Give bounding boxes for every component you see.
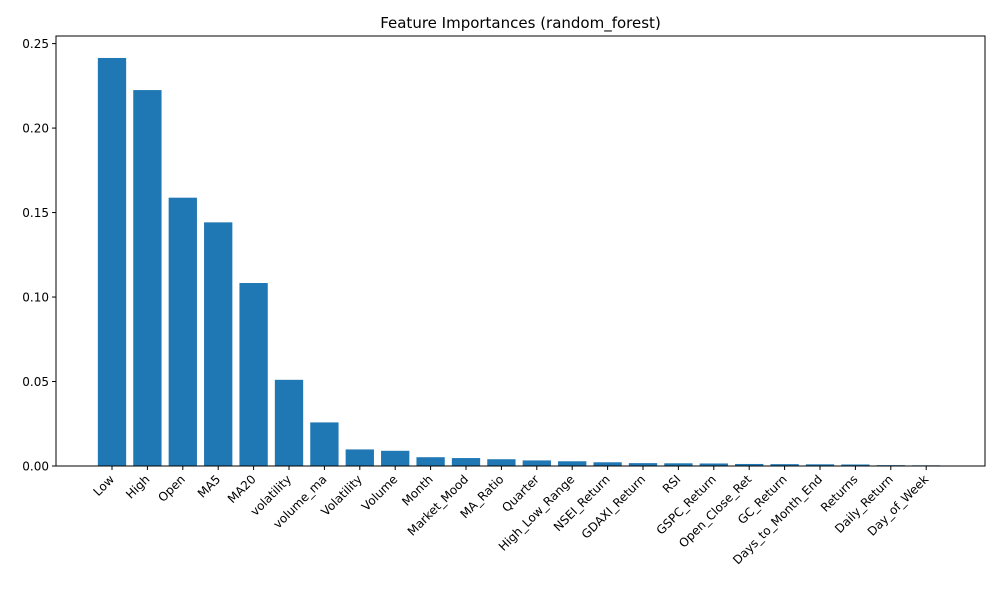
x-tick-label: RSI xyxy=(660,472,684,496)
x-tick-label: MA20 xyxy=(225,472,259,506)
bar-ma20 xyxy=(239,283,268,466)
bar-volatility xyxy=(274,379,304,466)
bar-days-to-month-end xyxy=(805,464,835,466)
bar-volume xyxy=(381,450,410,466)
x-axis: Low High Open MA5 MA20volatilityvolume_maVol… xyxy=(91,466,931,567)
bar-ma5 xyxy=(204,222,233,466)
bar-gspc-return xyxy=(699,463,728,466)
bar-high-low-range xyxy=(558,461,587,466)
x-tick-label: MA5 xyxy=(195,472,223,500)
bar-month xyxy=(416,457,445,466)
bar-volume-ma xyxy=(310,422,339,466)
bar-quarter xyxy=(522,460,551,466)
bar-rsi xyxy=(664,463,693,466)
bar-market-mood xyxy=(451,458,481,466)
y-tick-label: 0.25 xyxy=(22,37,49,51)
bar-nsei-return xyxy=(593,462,622,466)
x-tick-label: Low xyxy=(91,472,118,499)
x-tick-label: GDAXI_Return xyxy=(579,472,648,541)
chart-title: Feature Importances (random_forest) xyxy=(380,14,661,33)
bars-group xyxy=(97,57,941,467)
x-tick-label: High xyxy=(123,472,152,501)
x-tick-label: Volume xyxy=(359,472,400,513)
bar-volatility xyxy=(345,449,374,466)
bar-ma-ratio xyxy=(487,459,516,466)
bar-gc-return xyxy=(770,464,799,466)
y-tick-label: 0.20 xyxy=(22,122,49,136)
y-tick-label: 0.05 xyxy=(22,375,49,389)
bar-returns xyxy=(841,464,870,466)
bar-low xyxy=(97,57,127,467)
bar-open-close-ret xyxy=(735,463,764,466)
bar-gdaxi-return xyxy=(628,463,658,466)
y-tick-label: 0.00 xyxy=(22,460,49,474)
y-tick-label: 0.15 xyxy=(22,206,49,220)
y-axis: 0.00 0.05 0.10 0.15 0.20 0.25 xyxy=(22,37,56,474)
plot-frame xyxy=(55,35,986,467)
bar-high xyxy=(133,90,162,466)
bar-open xyxy=(168,197,197,466)
x-tick-label: Open xyxy=(155,472,188,505)
y-tick-label: 0.10 xyxy=(22,291,49,305)
